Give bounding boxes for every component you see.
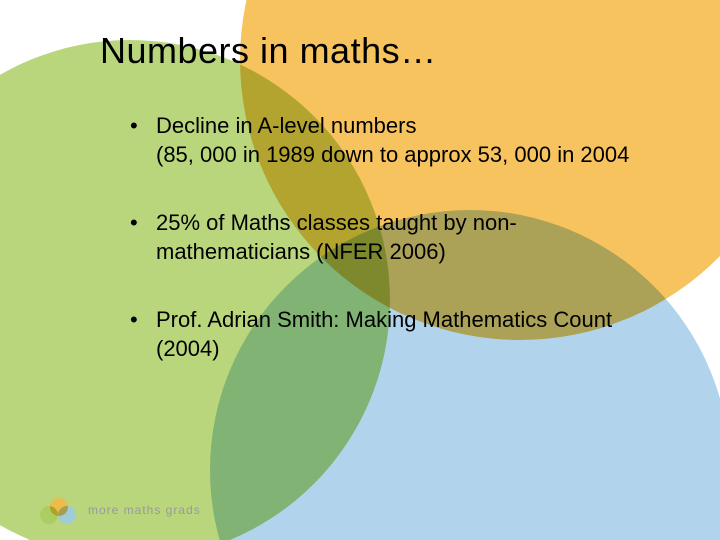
bullet-item: Decline in A-level numbers (85, 000 in 1… xyxy=(130,112,640,169)
bullet-text: Prof. Adrian Smith: Making Mathematics C… xyxy=(156,306,640,335)
footer: more maths grads xyxy=(40,498,201,522)
bullet-text: (2004) xyxy=(156,335,640,364)
bullet-text: mathematicians (NFER 2006) xyxy=(156,238,640,267)
footer-text: more maths grads xyxy=(88,503,201,517)
bullet-text: 25% of Maths classes taught by non- xyxy=(156,209,640,238)
bullet-list: Decline in A-level numbers (85, 000 in 1… xyxy=(100,112,640,364)
footer-logo-icon xyxy=(40,498,78,522)
slide-title: Numbers in maths… xyxy=(100,30,640,72)
logo-dot-green xyxy=(40,506,58,524)
bullet-item: 25% of Maths classes taught by non- math… xyxy=(130,209,640,266)
logo-dot-blue xyxy=(58,506,76,524)
bullet-item: Prof. Adrian Smith: Making Mathematics C… xyxy=(130,306,640,363)
slide-content: Numbers in maths… Decline in A-level num… xyxy=(0,0,720,540)
bullet-text: Decline in A-level numbers xyxy=(156,112,640,141)
bullet-text: (85, 000 in 1989 down to approx 53, 000 … xyxy=(156,141,640,170)
